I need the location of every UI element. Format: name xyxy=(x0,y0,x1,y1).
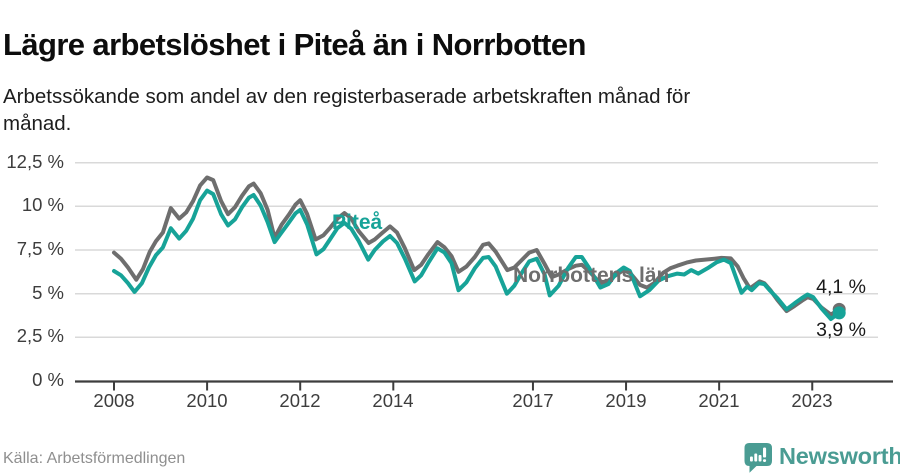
x-tick-label: 2019 xyxy=(605,390,647,411)
series-label-norrbotten: Norrbottens län xyxy=(513,264,670,287)
y-tick-label: 0 % xyxy=(32,369,64,390)
x-tick-label: 2017 xyxy=(512,390,554,411)
chart-title: Lägre arbetslöshet i Piteå än i Norrbott… xyxy=(3,26,586,62)
source-note: Källa: Arbetsförmedlingen xyxy=(3,450,186,467)
y-tick-label: 2,5 % xyxy=(16,325,64,346)
newsworthy-icon xyxy=(744,443,772,473)
series-label-pitea: Piteå xyxy=(332,211,383,234)
chart-subtitle: Arbetssökande som andel av den registerb… xyxy=(3,84,691,135)
end-value-label-norrbotten: 4,1 % xyxy=(816,276,866,298)
pite-line xyxy=(112,188,842,321)
brand-name: Newsworthy xyxy=(779,443,900,469)
pite-end-dot xyxy=(832,306,846,320)
x-tick-label: 2012 xyxy=(279,390,321,411)
y-tick-label: 12,5 % xyxy=(6,151,64,172)
newsworthy-logo: Newsworthy xyxy=(743,441,900,473)
x-tick-label: 2014 xyxy=(372,390,414,411)
x-tick-label: 2008 xyxy=(93,390,135,411)
x-tick-label: 2023 xyxy=(791,390,833,411)
y-tick-label: 7,5 % xyxy=(16,238,64,259)
x-tick-label: 2021 xyxy=(698,390,740,411)
norrbottens-l-n-line xyxy=(112,175,842,317)
x-tick-label: 2010 xyxy=(186,390,228,411)
end-value-label-pitea: 3,9 % xyxy=(816,319,866,341)
y-tick-label: 10 % xyxy=(21,194,64,215)
y-tick-label: 5 % xyxy=(32,282,64,303)
